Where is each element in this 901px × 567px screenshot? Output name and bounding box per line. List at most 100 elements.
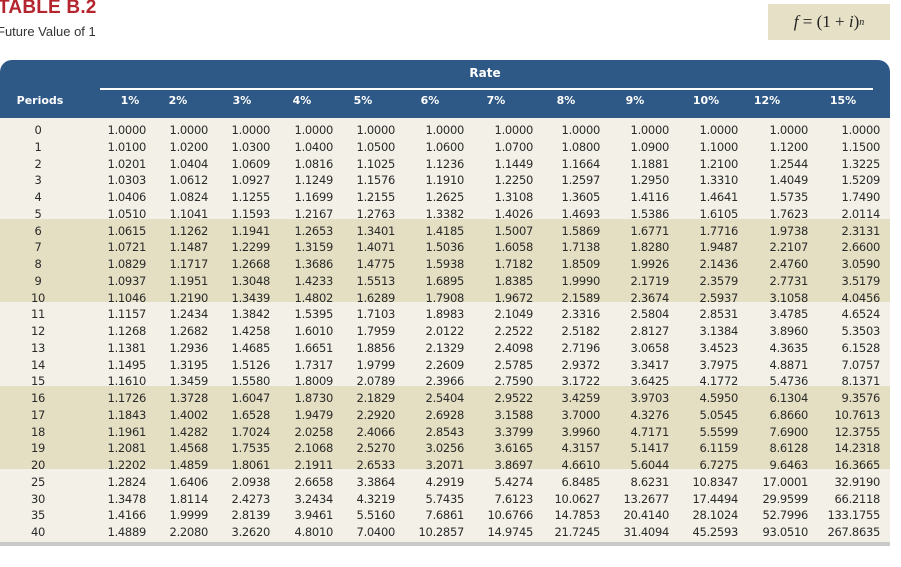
value-cell: 2.6928 bbox=[425, 407, 465, 422]
value-cell: 3.1384 bbox=[699, 324, 739, 338]
value-cell: 2.1068 bbox=[294, 441, 334, 456]
value-cell: 1.1157 bbox=[107, 307, 147, 322]
value-cell: 1.2763 bbox=[356, 206, 396, 221]
value-cell: 1.6406 bbox=[169, 474, 209, 489]
value-cell: 1.8280 bbox=[630, 240, 670, 255]
value-cell: 1.7138 bbox=[561, 240, 601, 255]
band-dark bbox=[0, 219, 890, 302]
value-cell: 1.6528 bbox=[231, 407, 271, 422]
value-cell: 1.1726 bbox=[107, 391, 147, 405]
value-cell: 2.8543 bbox=[425, 424, 465, 439]
value-cell: 1.0927 bbox=[231, 173, 271, 188]
rate-header: 15% bbox=[829, 94, 857, 107]
value-cell: 1.1041 bbox=[169, 206, 209, 221]
value-cell: 1.5938 bbox=[425, 257, 465, 271]
value-cell: 4.5950 bbox=[699, 391, 739, 405]
value-cell: 1.5209 bbox=[841, 173, 881, 188]
value-cell: 3.0590 bbox=[841, 257, 881, 271]
value-cell: 2.1911 bbox=[294, 458, 334, 472]
value-cell: 1.9672 bbox=[494, 290, 534, 305]
value-cell: 1.1249 bbox=[294, 173, 334, 188]
value-cell: 1.2202 bbox=[107, 458, 147, 472]
value-cell: 2.5785 bbox=[494, 357, 534, 372]
table-row: 30 1.3478 1.8114 2.4273 3.2434 4.3219 5.7435 7.… bbox=[0, 491, 890, 508]
value-cell: 14.9745 bbox=[487, 525, 534, 539]
rate-header: 5% bbox=[353, 94, 373, 107]
value-cell: 2.2920 bbox=[356, 407, 396, 422]
value-cell: 2.4760 bbox=[769, 257, 809, 271]
value-cell: 20.4140 bbox=[623, 508, 670, 523]
value-cell: 3.1588 bbox=[494, 407, 534, 422]
value-cell: 1.4071 bbox=[356, 240, 396, 255]
value-cell: 3.3799 bbox=[494, 424, 534, 439]
value-cell: 1.3842 bbox=[231, 307, 271, 322]
value-cell: 1.7182 bbox=[494, 257, 534, 271]
value-cell: 1.0500 bbox=[356, 139, 396, 154]
value-cell: 3.9461 bbox=[294, 508, 334, 523]
value-cell: 1.6047 bbox=[231, 391, 271, 405]
value-cell: 6.1304 bbox=[769, 391, 809, 405]
period-cell: 0 bbox=[34, 123, 42, 137]
table-header: Rate Periods 1% 2% 3% 4% 5% 6% 7% 8% 9% 10% 12% 15% bbox=[0, 60, 890, 118]
value-cell: 10.7613 bbox=[834, 407, 881, 422]
period-cell: 40 bbox=[30, 525, 46, 539]
table-row: 19 1.2081 1.4568 1.7535 2.1068 2.5270 3.0256 3.… bbox=[0, 440, 890, 457]
value-cell: 2.3966 bbox=[425, 374, 465, 389]
value-cell: 1.8730 bbox=[294, 391, 334, 405]
value-cell: 2.2522 bbox=[494, 324, 534, 338]
value-cell: 1.7490 bbox=[841, 190, 881, 204]
value-cell: 1.6289 bbox=[356, 290, 396, 305]
value-cell: 1.0800 bbox=[561, 139, 601, 154]
value-cell: 1.0609 bbox=[231, 156, 271, 171]
value-cell: 1.5513 bbox=[356, 273, 396, 288]
value-cell: 1.5395 bbox=[294, 307, 334, 322]
value-cell: 1.1268 bbox=[107, 324, 147, 338]
table-row: 40 1.4889 2.2080 3.2620 4.8010 7.0400 10.2857 1… bbox=[0, 524, 890, 541]
value-cell: 7.6123 bbox=[494, 491, 534, 506]
value-cell: 45.2593 bbox=[692, 525, 739, 539]
value-cell: 1.6771 bbox=[630, 223, 670, 238]
value-cell: 3.2620 bbox=[231, 525, 271, 539]
value-cell: 1.5735 bbox=[769, 190, 809, 204]
rate-divider bbox=[100, 88, 873, 90]
value-cell: 17.0001 bbox=[762, 474, 809, 489]
value-cell: 3.4259 bbox=[561, 391, 601, 405]
value-cell: 5.5160 bbox=[356, 508, 396, 523]
value-cell: 1.3459 bbox=[169, 374, 209, 389]
value-cell: 1.5580 bbox=[231, 374, 271, 389]
value-cell: 2.8139 bbox=[231, 508, 271, 523]
value-cell: 3.1058 bbox=[769, 290, 809, 305]
value-cell: 1.0000 bbox=[231, 123, 271, 137]
value-cell: 4.1772 bbox=[699, 374, 739, 389]
value-cell: 1.4802 bbox=[294, 290, 334, 305]
value-cell: 1.0700 bbox=[494, 139, 534, 154]
rate-header: 7% bbox=[486, 94, 506, 107]
value-cell: 1.8114 bbox=[169, 491, 209, 506]
table-row: 9 1.0937 1.1951 1.3048 1.4233 1.5513 1.6895 1.8… bbox=[0, 273, 890, 290]
rate-header: 6% bbox=[420, 94, 440, 107]
value-cell: 1.0829 bbox=[107, 257, 147, 271]
value-cell: 1.2653 bbox=[294, 223, 334, 238]
value-cell: 1.9990 bbox=[561, 273, 601, 288]
value-cell: 1.6895 bbox=[425, 273, 465, 288]
value-cell: 1.2434 bbox=[169, 307, 209, 322]
value-cell: 8.1371 bbox=[841, 374, 881, 389]
value-cell: 4.3219 bbox=[356, 491, 396, 506]
value-cell: 1.8061 bbox=[231, 458, 271, 472]
value-cell: 1.1025 bbox=[356, 156, 396, 171]
value-cell: 1.1046 bbox=[107, 290, 147, 305]
value-cell: 2.1436 bbox=[699, 257, 739, 271]
value-cell: 1.2081 bbox=[107, 441, 147, 456]
value-cell: 1.4166 bbox=[107, 508, 147, 523]
table-row: 4 1.0406 1.0824 1.1255 1.1699 1.2155 1.2625 1.3… bbox=[0, 189, 890, 206]
value-cell: 4.3157 bbox=[561, 441, 601, 456]
value-cell: 2.5270 bbox=[356, 441, 396, 456]
value-cell: 3.9703 bbox=[630, 391, 670, 405]
table-subtitle: Future Value of 1 bbox=[0, 24, 96, 39]
band-dark bbox=[0, 386, 890, 469]
value-cell: 1.1000 bbox=[699, 139, 739, 154]
value-cell: 1.2682 bbox=[169, 324, 209, 338]
value-cell: 3.6165 bbox=[494, 441, 534, 456]
value-cell: 3.8697 bbox=[494, 458, 534, 472]
value-cell: 9.3576 bbox=[841, 391, 881, 405]
